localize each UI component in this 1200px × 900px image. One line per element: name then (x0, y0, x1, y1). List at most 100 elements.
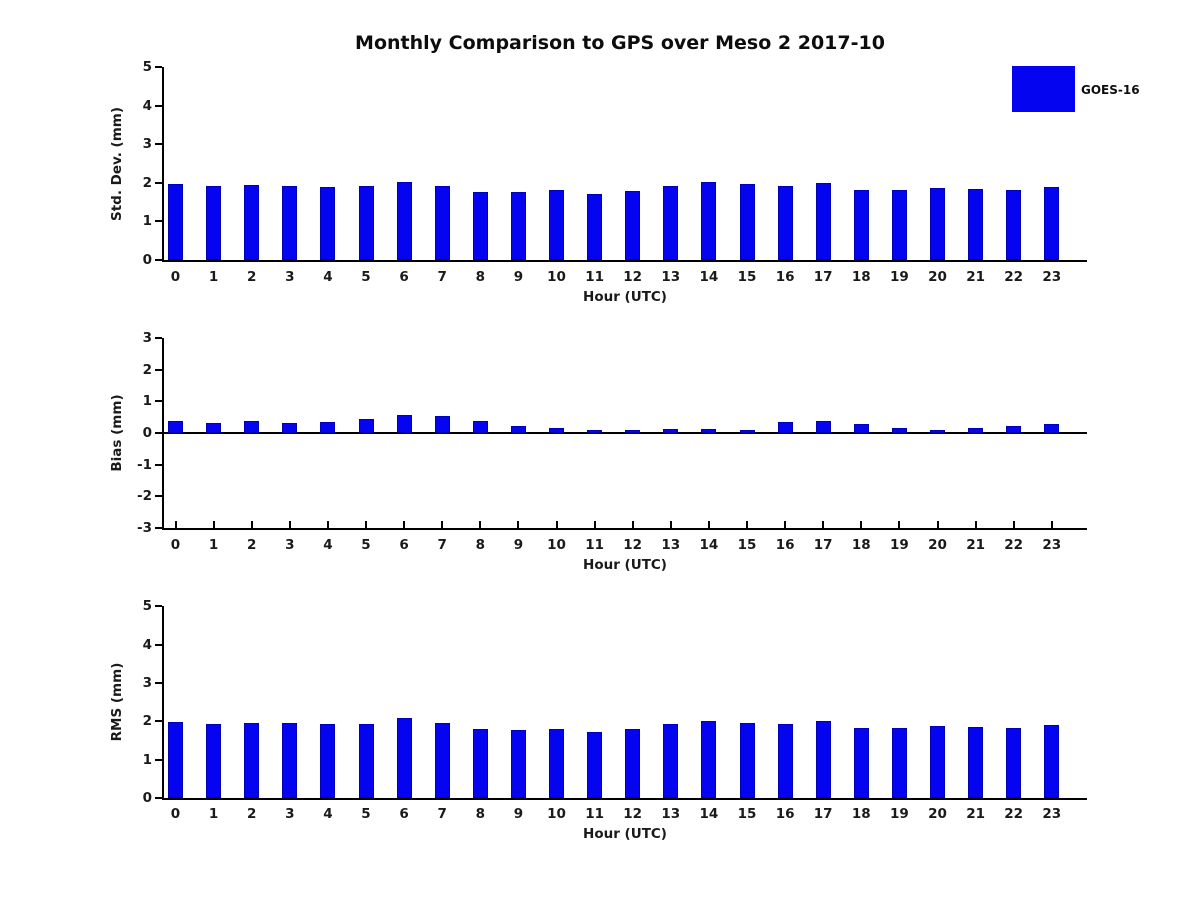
x-tick-label: 7 (437, 806, 447, 822)
bar-hour-4 (320, 724, 336, 798)
x-tick-mark (1050, 521, 1053, 528)
y-tick-label: 5 (142, 598, 152, 615)
bar-hour-1 (206, 724, 222, 798)
bar-hour-14 (701, 720, 717, 798)
y-tick-mark (155, 432, 162, 434)
bar-hour-23 (1044, 725, 1060, 798)
bar-hour-7 (434, 415, 450, 433)
x-axis-label: Hour (UTC) (583, 557, 667, 573)
y-axis-line (162, 338, 164, 530)
x-tick-label: 7 (437, 269, 447, 285)
x-tick-label: 10 (547, 537, 566, 553)
x-tick-label: 12 (623, 269, 643, 285)
bar-hour-13 (663, 428, 679, 433)
x-tick-mark (631, 521, 634, 528)
x-tick-label: 14 (699, 537, 719, 553)
y-tick-label: 1 (142, 751, 152, 768)
y-tick-label: 5 (142, 59, 152, 75)
bar-hour-7 (434, 185, 450, 260)
bar-hour-22 (1006, 189, 1022, 260)
x-tick-label: 6 (399, 806, 409, 822)
bar-hour-15 (739, 429, 755, 433)
x-tick-mark (1012, 521, 1015, 528)
bar-hour-17 (815, 421, 831, 433)
x-tick-label: 17 (813, 537, 833, 553)
x-tick-label: 4 (323, 537, 333, 553)
x-tick-label: 7 (437, 537, 447, 553)
y-tick-label: 2 (142, 174, 152, 191)
x-tick-label: 10 (547, 806, 566, 822)
x-axis-line (162, 260, 1087, 262)
x-tick-label: 3 (285, 537, 295, 553)
x-tick-mark (174, 521, 177, 528)
x-tick-mark (441, 521, 444, 528)
x-tick-label: 12 (623, 806, 643, 822)
bar-hour-2 (244, 723, 260, 798)
x-tick-label: 13 (661, 806, 681, 822)
x-tick-label: 17 (813, 806, 833, 822)
bar-hour-23 (1044, 187, 1060, 260)
y-tick-mark (155, 104, 162, 107)
y-tick-label: 2 (142, 361, 152, 378)
x-tick-label: 16 (775, 806, 795, 822)
y-tick-mark (155, 758, 162, 761)
bar-hour-18 (853, 190, 869, 260)
x-tick-label: 5 (361, 269, 371, 285)
x-axis-line (162, 798, 1087, 800)
x-tick-label: 0 (170, 806, 181, 822)
bar-hour-11 (587, 429, 603, 433)
y-tick-mark (155, 400, 162, 403)
bar-hour-9 (510, 729, 526, 798)
x-tick-mark (250, 521, 253, 528)
y-axis-line (162, 606, 164, 800)
y-tick-label: 4 (142, 636, 152, 653)
bar-hour-14 (701, 182, 717, 260)
bar-hour-16 (777, 723, 793, 798)
y-tick-label: -2 (137, 488, 152, 505)
bar-hour-20 (930, 430, 945, 433)
x-tick-label: 2 (246, 537, 257, 553)
bar-hour-2 (244, 421, 260, 433)
x-tick-label: 3 (285, 269, 295, 285)
x-tick-label: 6 (399, 537, 409, 553)
x-tick-label: 18 (851, 537, 871, 553)
bar-hour-11 (587, 193, 603, 260)
bar-hour-3 (282, 186, 298, 260)
x-axis-label: Hour (UTC) (583, 289, 667, 305)
x-tick-label: 21 (966, 269, 985, 285)
y-tick-label: 3 (142, 136, 152, 153)
x-tick-label: 12 (623, 537, 643, 553)
x-tick-mark (212, 521, 215, 528)
bar-hour-2 (244, 184, 260, 260)
x-tick-label: 8 (475, 269, 485, 285)
x-tick-label: 21 (966, 537, 985, 553)
bar-hour-7 (434, 722, 450, 798)
x-tick-mark (365, 521, 367, 528)
bar-hour-13 (663, 724, 679, 798)
legend-swatch-goes16 (1012, 66, 1075, 112)
x-tick-label: 15 (737, 269, 757, 285)
x-tick-label: 23 (1042, 269, 1062, 285)
x-tick-mark (746, 521, 748, 528)
bar-hour-21 (968, 189, 984, 260)
chart-title: Monthly Comparison to GPS over Meso 2 20… (355, 32, 885, 54)
y-tick-mark (155, 220, 162, 223)
x-tick-label: 23 (1042, 537, 1062, 553)
bar-hour-16 (777, 421, 793, 433)
bar-hour-9 (510, 191, 526, 260)
x-tick-label: 9 (513, 537, 524, 553)
y-tick-mark (155, 143, 162, 146)
y-tick-label: 0 (142, 790, 152, 806)
y-tick-label: 3 (142, 329, 152, 346)
x-tick-label: 1 (208, 269, 219, 285)
x-tick-mark (860, 521, 863, 528)
bar-hour-6 (396, 182, 412, 260)
x-tick-label: 18 (851, 269, 871, 285)
y-tick-label: 1 (142, 393, 152, 410)
bar-hour-3 (282, 723, 298, 798)
x-tick-label: 14 (699, 269, 719, 285)
bar-hour-8 (472, 729, 488, 798)
x-tick-label: 4 (323, 269, 333, 285)
y-tick-mark (155, 495, 162, 498)
x-tick-label: 19 (889, 806, 909, 822)
